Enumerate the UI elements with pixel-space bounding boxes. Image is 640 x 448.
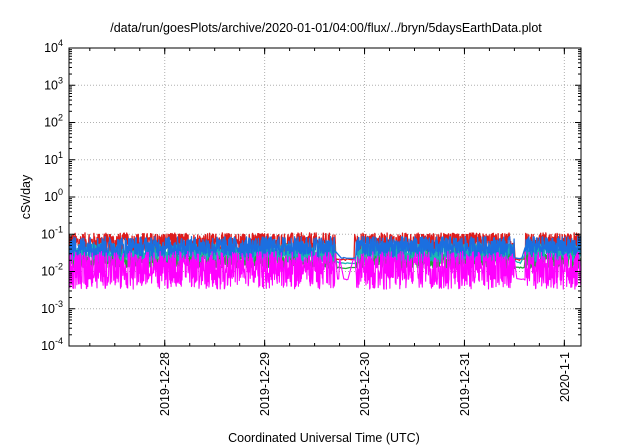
x-axis-label: Coordinated Universal Time (UTC) bbox=[228, 431, 420, 445]
y-tick-label: 10-4 bbox=[41, 336, 63, 353]
y-tick-label: 103 bbox=[44, 75, 63, 92]
y-tick-label: 104 bbox=[44, 38, 63, 55]
x-tick-label: 2019-12-31 bbox=[458, 352, 472, 416]
series-line-5 bbox=[69, 250, 581, 290]
series-group bbox=[69, 232, 581, 290]
x-tick-label: 2020-1-1 bbox=[558, 352, 572, 402]
y-tick-label: 101 bbox=[44, 150, 63, 167]
y-tick-label: 100 bbox=[44, 187, 63, 204]
x-axis-ticks: 2019-12-28 2019-12-29 2019-12-30 2019-12-31… bbox=[89, 48, 572, 416]
y-tick-label: 102 bbox=[44, 113, 63, 130]
y-axis-ticks: 104 103 102 101 100 10-1 10-2 10-3 10-4 bbox=[41, 38, 581, 353]
chart-title: /data/run/goesPlots/archive/2020-01-01/0… bbox=[110, 21, 542, 35]
y-tick-label: 10-1 bbox=[41, 224, 63, 241]
y-axis-label: cSv/day bbox=[19, 174, 33, 219]
x-tick-label: 2019-12-29 bbox=[258, 352, 272, 416]
x-tick-label: 2019-12-30 bbox=[358, 352, 372, 416]
y-tick-label: 10-2 bbox=[41, 262, 63, 279]
x-tick-label: 2019-12-28 bbox=[158, 352, 172, 416]
y-tick-label: 10-3 bbox=[41, 299, 63, 316]
series-line-4 bbox=[69, 235, 581, 260]
